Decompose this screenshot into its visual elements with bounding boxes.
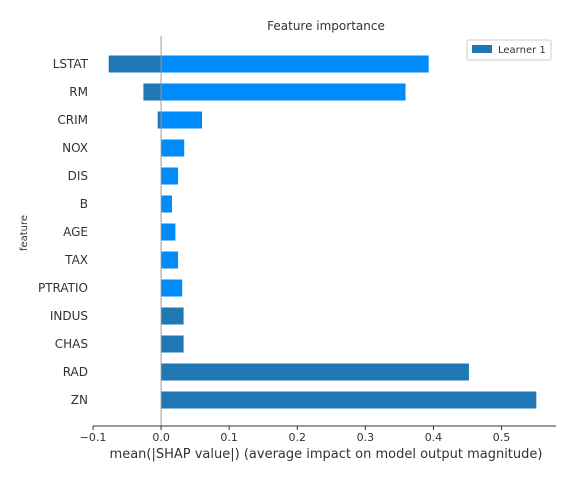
bar-rm-s1 [161,83,406,101]
bar-b-s1 [161,195,172,213]
x-tick-label: 0.0 [152,431,170,444]
y-tick-label-age: AGE [63,225,88,239]
bar-dis-s1 [161,167,179,185]
y-tick-label-b: B [80,197,88,211]
y-tick-label-indus: INDUS [50,309,88,323]
x-tick-label: 0.3 [357,431,375,444]
y-tick-label-chas: CHAS [55,337,88,351]
y-tick-label-zn: ZN [71,393,88,407]
y-tick-label-lstat: LSTAT [53,57,89,71]
x-tick-label: 0.5 [493,431,511,444]
bar-zn-s0 [161,391,537,409]
x-axis-label: mean(|SHAP value|) (average impact on mo… [110,447,543,462]
legend: Learner 1 [466,39,552,61]
bar-lstat-s0 [108,55,162,73]
y-tick-label-nox: NOX [62,141,88,155]
y-tick-label-ptratio: PTRATIO [38,281,88,295]
x-tick-label: 0.4 [425,431,443,444]
y-tick-label-rm: RM [69,85,88,99]
bar-nox-s1 [161,139,185,157]
chart-title: Feature importance [267,19,385,33]
bar-crim-s1 [161,111,202,129]
y-tick-label-tax: TAX [64,253,88,267]
x-tick-label: −0.1 [80,431,107,444]
bar-crim-s0 [157,111,162,129]
bar-rm-s0 [143,83,162,101]
x-ticks: −0.1 0.0 0.1 0.2 0.3 0.4 0.5 [80,426,511,444]
legend-entry: Learner 1 [498,45,546,56]
bar-tax-s1 [161,251,179,269]
y-tick-labels: LSTAT RM CRIM NOX DIS B AGE TAX PTRATIO INDUS CHAS… [38,57,89,407]
bar-ptratio-s1 [161,279,183,297]
bar-rad-s0 [161,363,469,381]
bars-group [108,55,537,409]
bar-indus-s2 [161,307,184,325]
bar-age-s1 [161,223,176,241]
bar-lstat-s1 [161,55,429,73]
y-axis-label: feature [19,215,30,251]
y-tick-label-dis: DIS [68,169,88,183]
x-tick-label: 0.1 [220,431,238,444]
x-tick-label: 0.2 [289,431,307,444]
bar-chas-s2 [161,335,184,353]
y-tick-label-rad: RAD [63,365,88,379]
y-tick-label-crim: CRIM [57,113,88,127]
legend-swatch [472,45,492,53]
